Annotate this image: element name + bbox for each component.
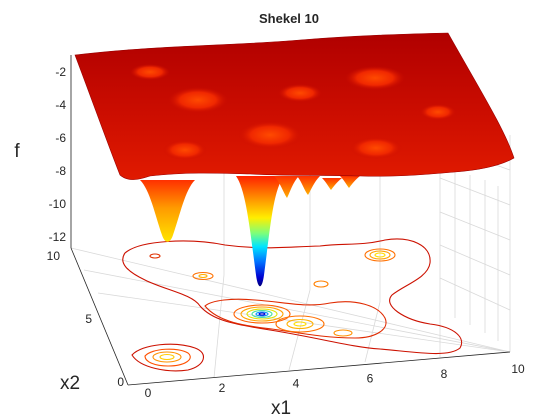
x1-tick-label: 6 bbox=[367, 372, 374, 386]
z-tick-labels: -2 -4 -6 -8 -10 -12 bbox=[49, 65, 67, 244]
funnel-mid-4 bbox=[340, 176, 360, 188]
surface-dimple bbox=[278, 84, 322, 102]
z-axis-label: f bbox=[14, 141, 20, 162]
z-tick-label: -6 bbox=[55, 131, 66, 145]
funnel-left bbox=[140, 180, 195, 242]
surface-dimple bbox=[350, 137, 402, 159]
x2-axis-label: x2 bbox=[60, 373, 80, 394]
z-tick-label: -2 bbox=[55, 65, 66, 79]
x1-tick-label: 10 bbox=[511, 362, 525, 376]
grid-line bbox=[214, 275, 224, 378]
contour-projection bbox=[123, 239, 462, 371]
surface bbox=[75, 33, 514, 180]
grid-line bbox=[440, 245, 510, 275]
z-tick-label: -10 bbox=[49, 197, 67, 211]
funnel-mid-2 bbox=[297, 176, 320, 195]
funnel-main bbox=[236, 176, 284, 286]
surface-funnels bbox=[140, 176, 360, 286]
contour-bottom-left bbox=[132, 344, 203, 371]
grid-line bbox=[440, 278, 510, 310]
surface-dimple bbox=[168, 87, 228, 113]
contour-mid-3 bbox=[294, 322, 306, 326]
surface-dimple bbox=[163, 140, 207, 160]
x1-tick-label: 0 bbox=[145, 386, 152, 400]
x2-tick-label: 5 bbox=[85, 312, 92, 326]
z-tick-label: -4 bbox=[55, 98, 66, 112]
grid-line bbox=[440, 178, 510, 205]
x2-tick-label: 0 bbox=[117, 375, 124, 389]
surface-dimple bbox=[345, 66, 405, 90]
x1-tick-labels: 0 2 4 6 8 10 bbox=[145, 362, 525, 400]
contour-center-6 bbox=[259, 313, 265, 315]
contour-right-small bbox=[334, 330, 352, 336]
surface-dimple bbox=[420, 104, 456, 120]
x2-axis-line bbox=[71, 248, 128, 385]
contour-bottom-left-4 bbox=[160, 355, 174, 360]
x1-tick-label: 2 bbox=[219, 381, 226, 395]
grid-line bbox=[71, 248, 510, 352]
surface-dimple bbox=[238, 121, 302, 149]
contour-upper-mid bbox=[193, 273, 213, 280]
funnel-mid-3 bbox=[322, 178, 342, 190]
contour-outer bbox=[123, 239, 462, 353]
contour-upper-mid-2 bbox=[199, 275, 207, 278]
contour-bottom-left-3 bbox=[153, 352, 181, 362]
z-tick-label: -8 bbox=[55, 164, 66, 178]
grid-line bbox=[365, 302, 380, 362]
contour-upper-left bbox=[150, 254, 160, 258]
x1-tick-label: 4 bbox=[293, 376, 300, 390]
x1-tick-label: 8 bbox=[441, 367, 448, 381]
grid-line bbox=[440, 212, 510, 240]
surface-dimple bbox=[130, 64, 170, 80]
x1-axis-label: x1 bbox=[271, 398, 291, 419]
chart-title: Shekel 10 bbox=[259, 11, 319, 26]
contour-small-right bbox=[314, 281, 328, 287]
z-tick-label: -12 bbox=[49, 230, 67, 244]
x2-tick-label: 10 bbox=[47, 249, 61, 263]
x1-axis-line bbox=[128, 352, 510, 385]
